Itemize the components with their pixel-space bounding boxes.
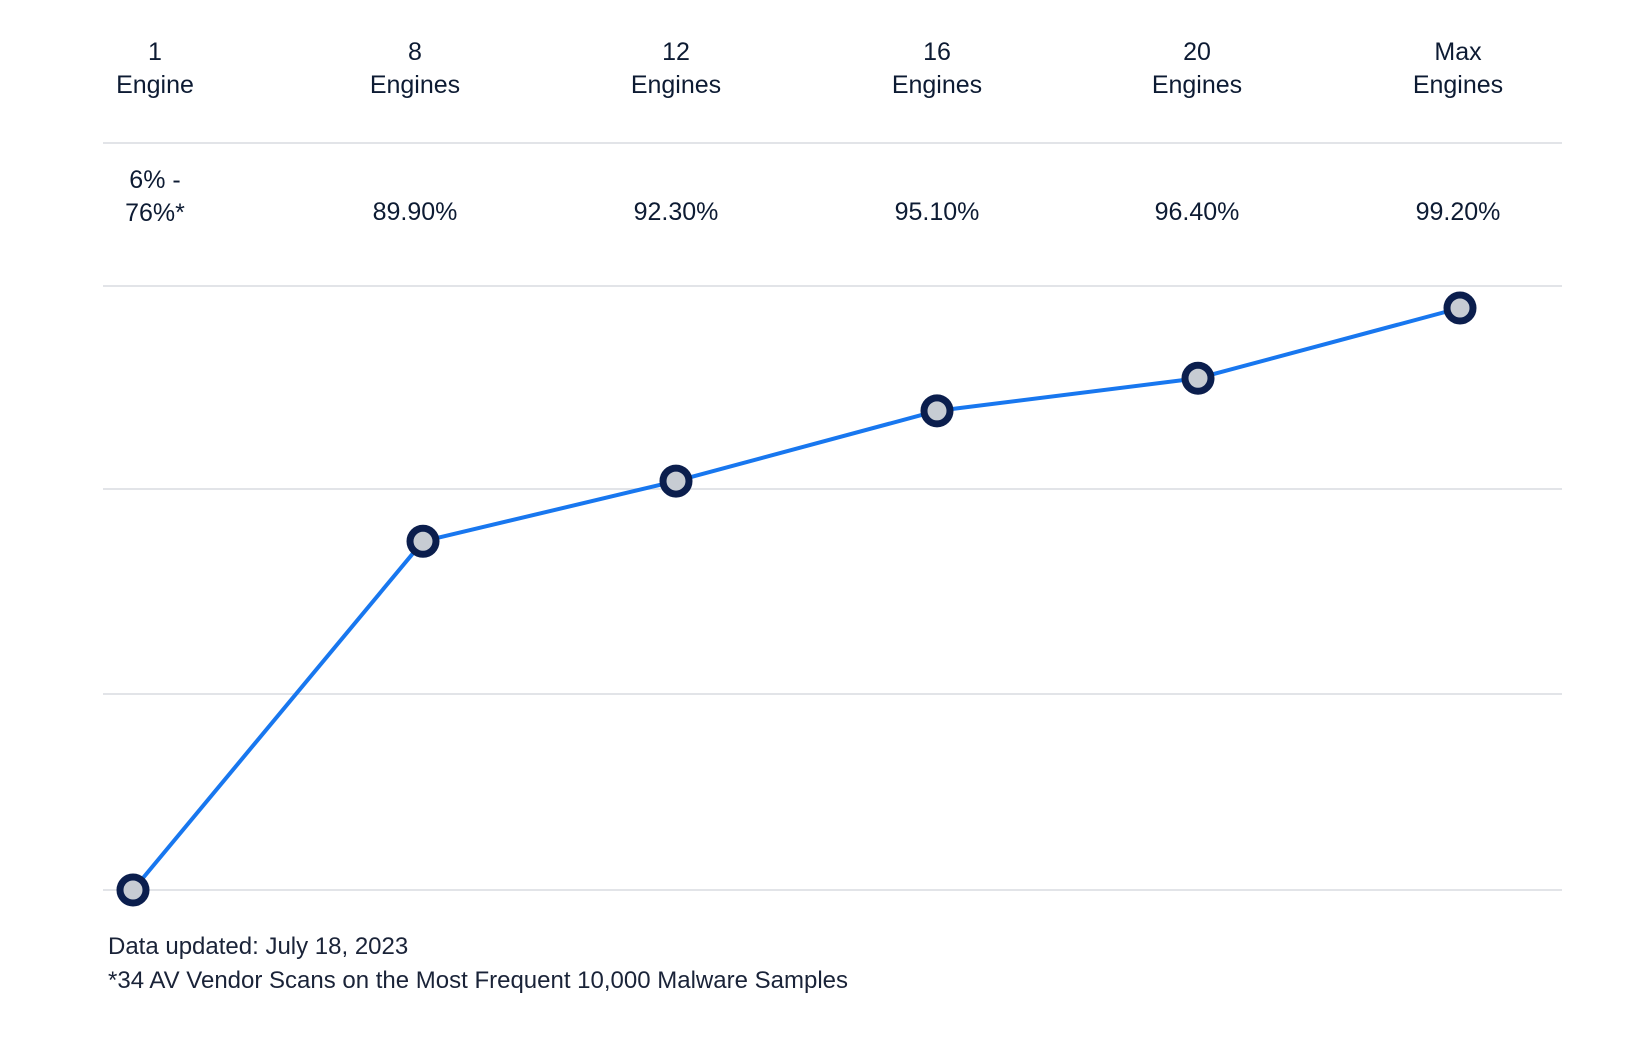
x-category-label: 8 Engines — [335, 36, 495, 102]
engine-count: Max — [1434, 38, 1482, 66]
data-updated-note: Data updated: July 18, 2023 — [108, 933, 409, 960]
engine-count: 1 — [148, 38, 162, 66]
x-category-label: 1 Engine — [75, 36, 235, 102]
data-label: 96.40% — [1154, 198, 1240, 226]
engine-unit: Engine — [116, 71, 194, 99]
data-point — [659, 464, 693, 498]
data-point — [1443, 291, 1477, 325]
data-point — [116, 873, 150, 907]
data-label: 99.20% — [1415, 198, 1501, 226]
source-footnote: *34 AV Vendor Scans on the Most Frequent… — [108, 967, 848, 994]
engine-unit: Engines — [1151, 71, 1243, 99]
engine-unit: Engines — [630, 71, 722, 99]
x-category-label: 12 Engines — [596, 36, 756, 102]
engine-count: 12 — [662, 38, 690, 66]
data-point — [1181, 361, 1215, 395]
data-label: 6% -76%* — [125, 166, 185, 227]
x-category-label: Max Engines — [1378, 36, 1538, 102]
data-label: 95.10% — [894, 198, 980, 226]
data-label: 89.90% — [372, 198, 458, 226]
data-point — [920, 394, 954, 428]
data-label: 92.30% — [633, 198, 719, 226]
engine-count: 16 — [923, 38, 951, 66]
series-line — [131, 306, 1461, 892]
engine-unit: Engines — [891, 71, 983, 99]
data-point — [406, 524, 440, 558]
engine-count: 8 — [408, 38, 422, 66]
engine-unit: Engines — [1412, 71, 1504, 99]
x-category-label: 16 Engines — [857, 36, 1017, 102]
engine-count: 20 — [1183, 38, 1211, 66]
engine-unit: Engines — [369, 71, 461, 99]
x-category-label: 20 Engines — [1117, 36, 1277, 102]
